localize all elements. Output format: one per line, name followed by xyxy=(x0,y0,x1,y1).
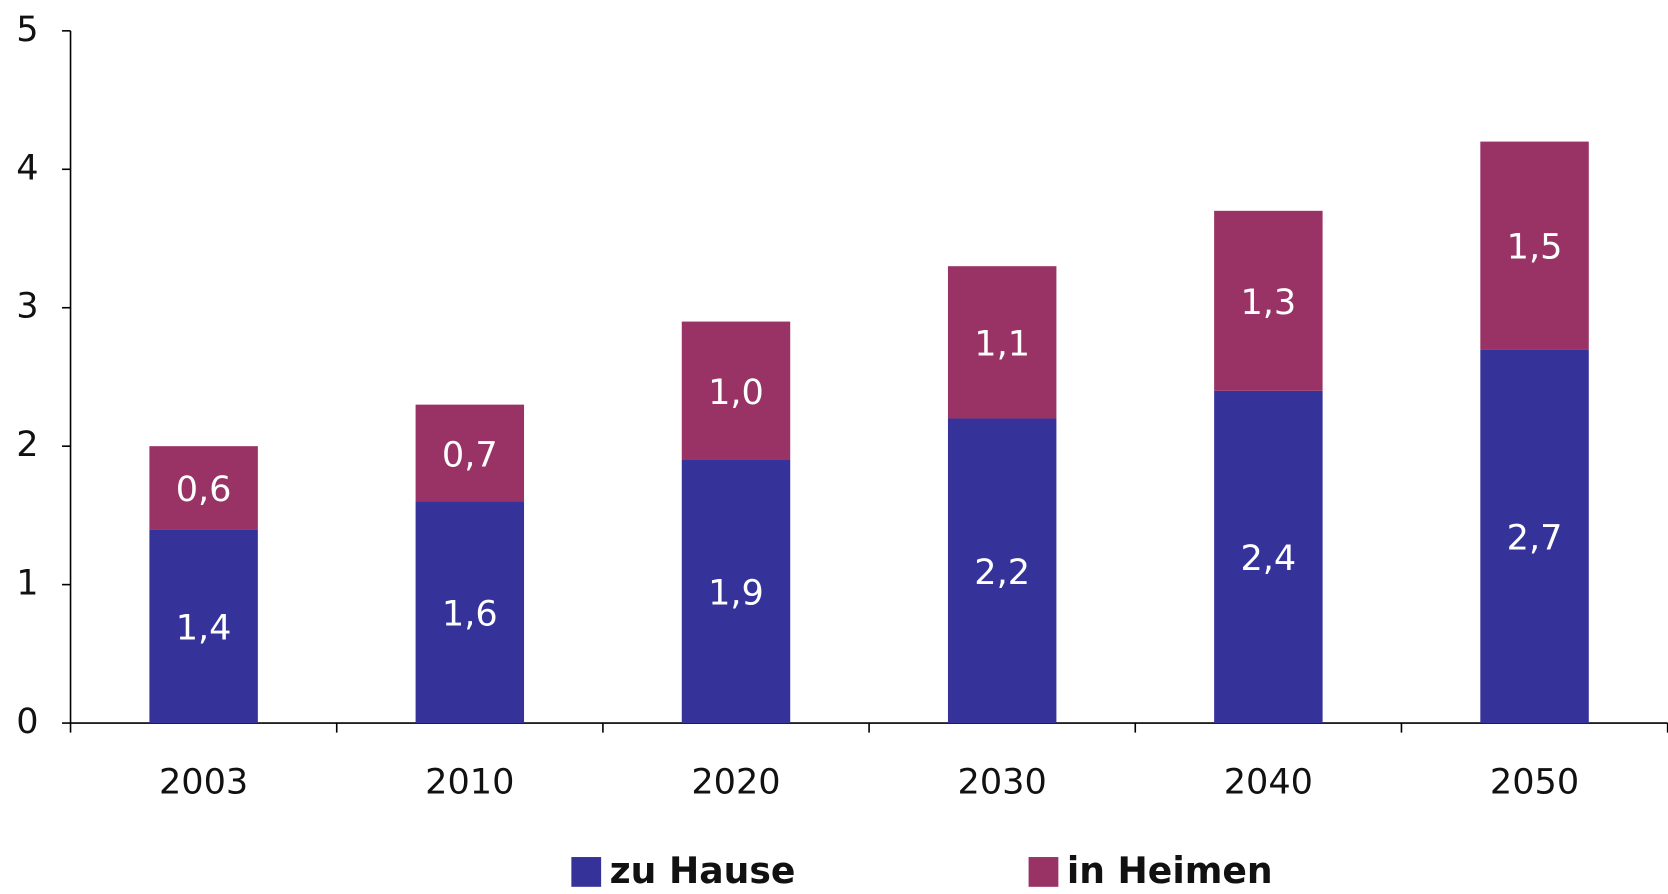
x-tick-label: 2020 xyxy=(691,762,780,803)
x-tick-label: 2003 xyxy=(159,762,248,803)
value-label: 0,6 xyxy=(176,469,232,510)
bar-segment xyxy=(415,501,525,724)
legend-label: in Heimen xyxy=(1067,849,1273,890)
y-tick-label: 5 xyxy=(16,9,38,50)
y-tick-label: 4 xyxy=(16,147,38,188)
value-label: 2,2 xyxy=(974,552,1030,593)
bar-segment xyxy=(947,266,1057,419)
bar-segment xyxy=(149,446,258,530)
y-tick-label: 1 xyxy=(16,563,38,604)
value-label: 1,5 xyxy=(1507,227,1563,268)
x-tick-label: 2030 xyxy=(958,762,1047,803)
value-label: 1,1 xyxy=(974,324,1030,365)
bar-segment xyxy=(1480,141,1589,350)
y-tick-label: 2 xyxy=(16,424,38,465)
bar-segment xyxy=(1214,390,1323,724)
bar-segment xyxy=(681,460,791,724)
bar-segment xyxy=(1480,349,1589,724)
bar-segment xyxy=(947,418,1057,724)
legend-swatch xyxy=(1028,857,1059,887)
bar-segment xyxy=(681,321,791,461)
x-tick-label: 2050 xyxy=(1490,762,1579,803)
x-tick-label: 2040 xyxy=(1224,762,1313,803)
x-tick-label: 2010 xyxy=(425,762,514,803)
value-label: 1,4 xyxy=(176,607,232,648)
value-label: 1,3 xyxy=(1240,282,1296,323)
bar-segment xyxy=(415,404,525,502)
y-tick-label: 3 xyxy=(16,286,38,327)
value-label: 1,0 xyxy=(708,372,764,413)
legend-swatch xyxy=(571,857,602,887)
value-label: 1,9 xyxy=(708,573,764,614)
legend-label: zu Hause xyxy=(610,849,796,890)
value-label: 2,7 xyxy=(1507,517,1563,558)
bar-segment xyxy=(1214,210,1323,391)
bar-segment xyxy=(149,529,258,724)
value-label: 0,7 xyxy=(442,434,498,475)
value-label: 2,4 xyxy=(1240,538,1296,579)
value-label: 1,6 xyxy=(442,593,498,634)
y-tick-label: 0 xyxy=(16,701,38,742)
